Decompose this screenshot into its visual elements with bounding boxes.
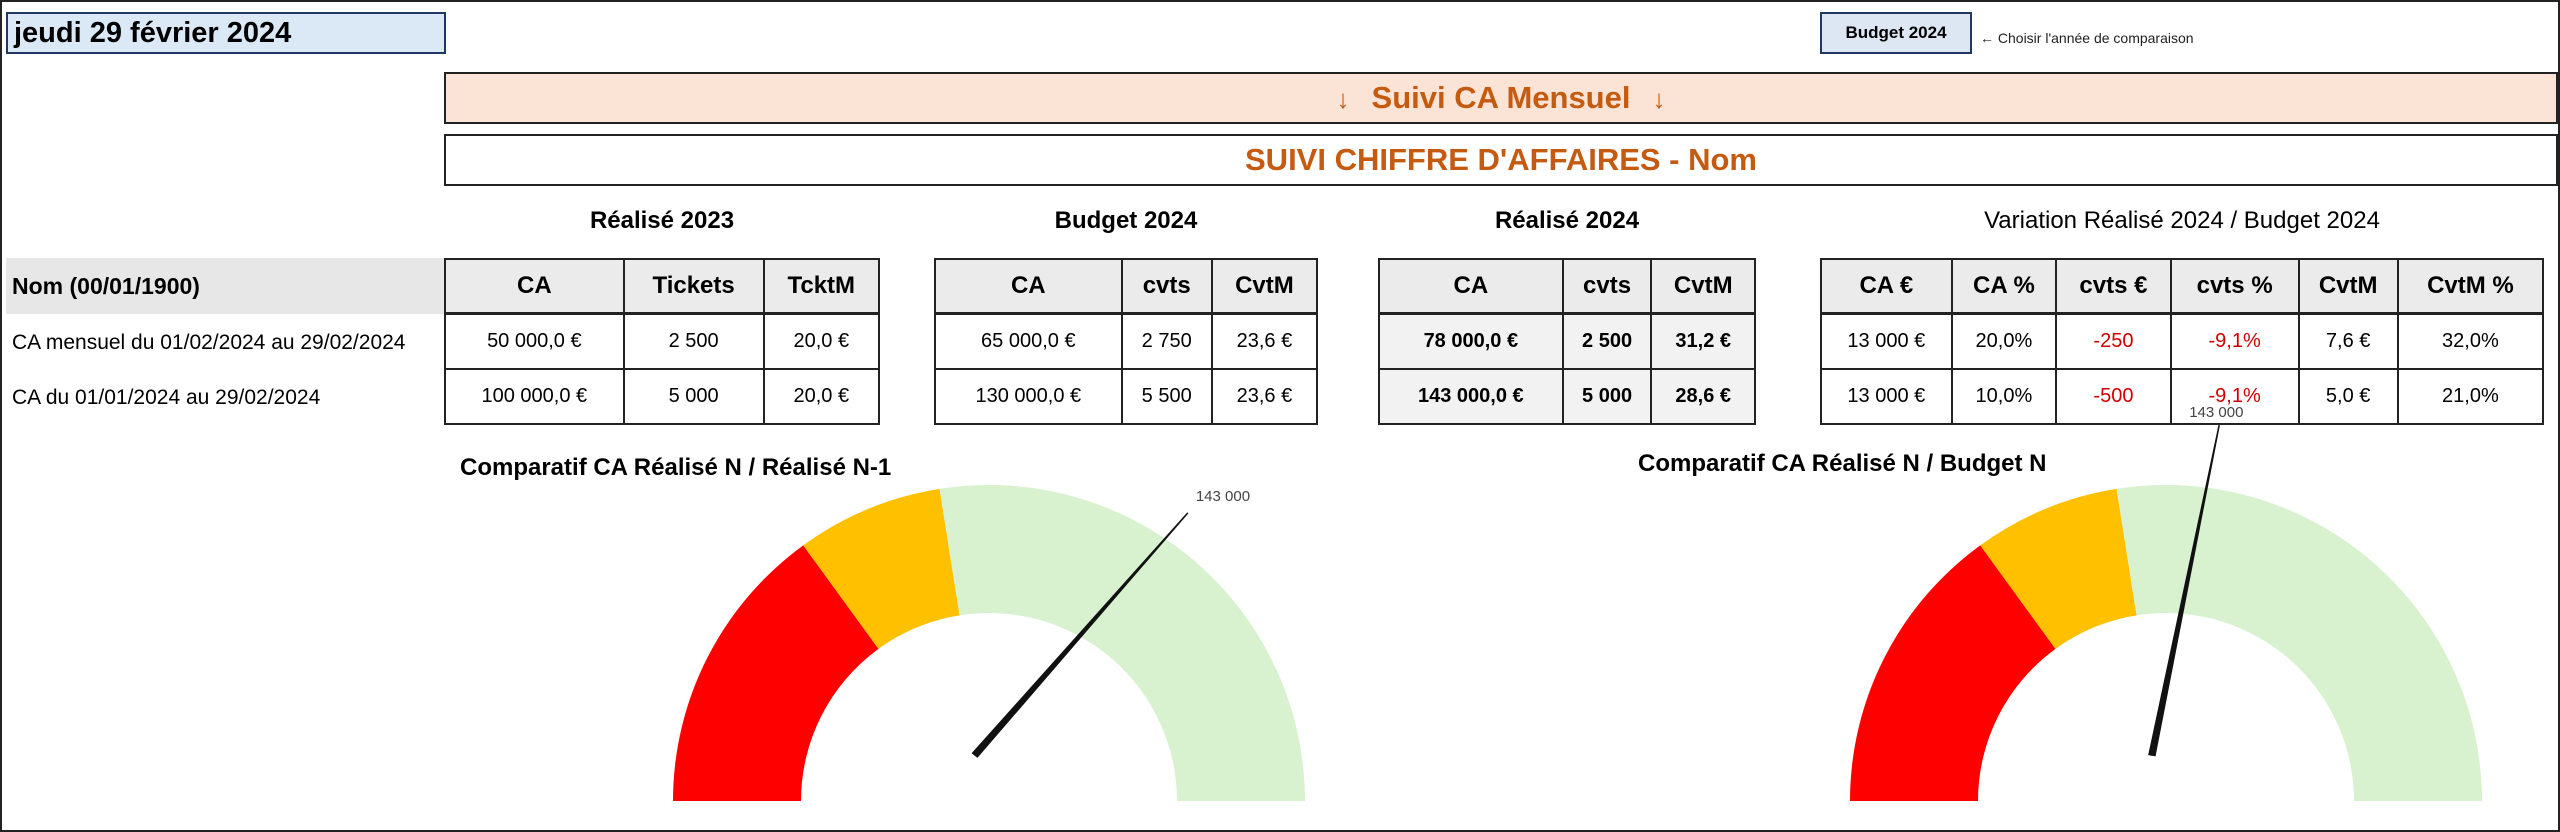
column-header: CvtM bbox=[1650, 258, 1756, 315]
table-realise-2023: CA Tickets TcktM 50 000,0 € 2 500 20,0 €… bbox=[444, 258, 881, 425]
table-cell[interactable]: 7,6 € bbox=[2297, 312, 2399, 370]
table-budget-2024: CA cvts CvtM 65 000,0 € 2 750 23,6 € 130… bbox=[934, 258, 1319, 425]
table-cell[interactable]: 143 000,0 € bbox=[1378, 368, 1564, 425]
column-header: TcktM bbox=[762, 258, 881, 315]
table-cell[interactable]: 20,0% bbox=[1950, 312, 2058, 370]
table-realise-2024: CA cvts CvtM 78 000,0 € 2 500 31,2 € 143… bbox=[1378, 258, 1756, 425]
column-header: CA % bbox=[1950, 258, 2058, 315]
table-row: 50 000,0 € 2 500 20,0 € bbox=[444, 312, 881, 370]
table-cell[interactable]: 5 000 bbox=[622, 368, 765, 425]
table-row: 130 000,0 € 5 500 23,6 € bbox=[934, 368, 1319, 425]
group-title-variation: Variation Réalisé 2024 / Budget 2024 bbox=[1984, 207, 2380, 234]
gauge-title-budget: Comparatif CA Réalisé N / Budget N bbox=[1638, 450, 2047, 477]
table-row: 13 000 € 20,0% -250 -9,1% 7,6 € 32,0% bbox=[1820, 312, 2545, 370]
arrow-down-icon: ↓ bbox=[1336, 84, 1350, 114]
table-row: 65 000,0 € 2 750 23,6 € bbox=[934, 312, 1319, 370]
column-header: cvts bbox=[1561, 258, 1653, 315]
table-row: 143 000,0 € 5 000 28,6 € bbox=[1378, 368, 1756, 425]
table-cell[interactable]: 23,6 € bbox=[1210, 312, 1319, 370]
table-variation: CA € CA % cvts € cvts % CvtM CvtM % 13 0… bbox=[1820, 258, 2545, 425]
column-header: CA bbox=[444, 258, 625, 315]
group-title-realise-2024: Réalisé 2024 bbox=[1494, 207, 1640, 234]
group-title-realise-2023: Réalisé 2023 bbox=[589, 207, 735, 234]
table-cell[interactable]: 5,0 € bbox=[2297, 368, 2399, 425]
gauge-band-red bbox=[1850, 545, 2056, 801]
table-cell[interactable]: 13 000 € bbox=[1820, 368, 1953, 425]
table-cell[interactable]: 28,6 € bbox=[1650, 368, 1756, 425]
table-cell[interactable]: 2 500 bbox=[622, 312, 765, 370]
column-header: CvtM % bbox=[2396, 258, 2545, 315]
gauge-band-yellow bbox=[803, 488, 960, 649]
table-cell[interactable]: 5 500 bbox=[1120, 368, 1213, 425]
current-date-cell[interactable]: jeudi 29 février 2024 bbox=[6, 12, 446, 54]
comparison-hint: ← Choisir l'année de comparaison bbox=[1980, 30, 2194, 46]
comparison-year-selector[interactable]: Budget 2024 bbox=[1820, 12, 1972, 54]
column-header: CA bbox=[1378, 258, 1564, 315]
column-header: CA bbox=[934, 258, 1123, 315]
gauge-band-green bbox=[2116, 484, 2482, 801]
table-cell[interactable]: 65 000,0 € bbox=[934, 312, 1123, 370]
gauge-band-red bbox=[673, 545, 879, 801]
gauge-needle bbox=[2148, 425, 2220, 757]
table-cell[interactable]: 10,0% bbox=[1950, 368, 2058, 425]
gauge-band-green bbox=[939, 485, 1305, 801]
table-cell[interactable]: 100 000,0 € bbox=[444, 368, 625, 425]
column-header: cvts € bbox=[2055, 258, 2172, 315]
table-cell[interactable]: 5 000 bbox=[1561, 368, 1653, 425]
gauge-title-realise: Comparatif CA Réalisé N / Réalisé N-1 bbox=[460, 454, 892, 481]
report-title: SUIVI CHIFFRE D'AFFAIRES - Nom bbox=[444, 134, 2558, 186]
table-cell[interactable]: 2 750 bbox=[1120, 312, 1213, 370]
table-row: 78 000,0 € 2 500 31,2 € bbox=[1378, 312, 1756, 370]
table-cell[interactable]: 13 000 € bbox=[1820, 312, 1953, 370]
table-cell[interactable]: 2 500 bbox=[1561, 312, 1653, 370]
table-cell[interactable]: -250 bbox=[2055, 312, 2172, 370]
gauge-value-label: 143 000 bbox=[2189, 404, 2243, 421]
gauge-value-label: 143 000 bbox=[1196, 488, 1250, 505]
arrow-down-icon: ↓ bbox=[1652, 84, 1666, 114]
row-header-label: Nom (00/01/1900) bbox=[6, 258, 444, 314]
table-cell[interactable]: 20,0 € bbox=[762, 368, 881, 425]
table-cell[interactable]: 50 000,0 € bbox=[444, 312, 625, 370]
section-banner: ↓ Suivi CA Mensuel ↓ bbox=[444, 72, 2558, 124]
table-cell[interactable]: 32,0% bbox=[2396, 312, 2545, 370]
column-header: Tickets bbox=[622, 258, 765, 315]
table-cell[interactable]: 23,6 € bbox=[1210, 368, 1319, 425]
column-header: CvtM bbox=[2297, 258, 2399, 315]
table-cell[interactable]: 78 000,0 € bbox=[1378, 312, 1564, 370]
row-label-ytd: CA du 01/01/2024 au 29/02/2024 bbox=[12, 386, 321, 409]
table-cell[interactable]: 130 000,0 € bbox=[934, 368, 1123, 425]
table-cell[interactable]: 20,0 € bbox=[762, 312, 881, 370]
column-header: cvts bbox=[1120, 258, 1213, 315]
table-cell[interactable]: 21,0% bbox=[2396, 368, 2545, 425]
table-row: 13 000 € 10,0% -500 -9,1% 5,0 € 21,0% bbox=[1820, 368, 2545, 425]
row-label-monthly: CA mensuel du 01/02/2024 au 29/02/2024 bbox=[12, 331, 406, 354]
table-cell[interactable]: -9,1% bbox=[2169, 312, 2300, 370]
column-header: CA € bbox=[1820, 258, 1953, 315]
table-cell[interactable]: -500 bbox=[2055, 368, 2172, 425]
group-title-budget-2024: Budget 2024 bbox=[1054, 207, 1198, 234]
gauge-band-yellow bbox=[1980, 488, 2137, 649]
banner-title: Suivi CA Mensuel bbox=[1371, 80, 1631, 115]
gauge-needle bbox=[971, 512, 1189, 758]
column-header: cvts % bbox=[2169, 258, 2300, 315]
table-cell[interactable]: -9,1% bbox=[2169, 368, 2300, 425]
column-header: CvtM bbox=[1210, 258, 1319, 315]
table-cell[interactable]: 31,2 € bbox=[1650, 312, 1756, 370]
table-row: 100 000,0 € 5 000 20,0 € bbox=[444, 368, 881, 425]
